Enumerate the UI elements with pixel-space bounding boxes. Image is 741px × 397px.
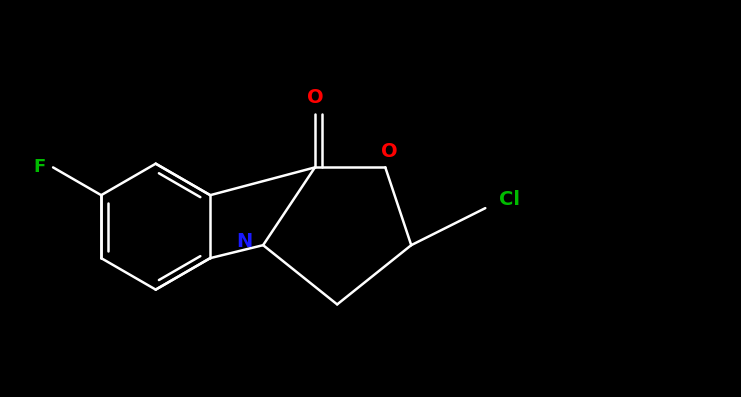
Text: N: N — [236, 232, 253, 251]
Text: O: O — [307, 88, 323, 107]
Text: Cl: Cl — [499, 190, 519, 209]
Text: F: F — [33, 158, 46, 176]
Text: O: O — [381, 142, 397, 161]
